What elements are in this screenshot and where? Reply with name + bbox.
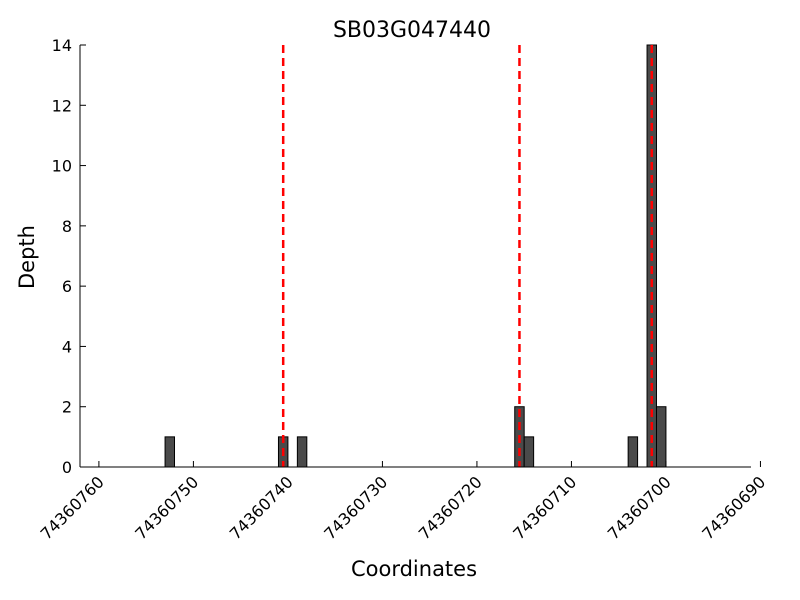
y-tick-label-4: 8 xyxy=(62,217,72,236)
x-tick-label-3: 74360730 xyxy=(320,472,391,543)
axes xyxy=(79,45,751,468)
y-tick-label-5: 10 xyxy=(52,157,72,176)
x-tick-label-6: 74360700 xyxy=(604,472,675,543)
bar-0 xyxy=(164,436,176,468)
y-tick-label-0: 0 xyxy=(62,458,72,477)
y-axis-label: Depth xyxy=(15,225,39,289)
chart-title: SB03G047440 xyxy=(333,18,491,43)
y-tick-label-7: 14 xyxy=(52,36,72,55)
bar-2 xyxy=(296,436,308,468)
y-tick-label-2: 4 xyxy=(62,337,72,356)
bar-7 xyxy=(655,406,667,468)
y-tick-label-3: 6 xyxy=(62,277,72,296)
x-tick-label-4: 74360720 xyxy=(415,472,486,543)
y-ticks: 0 2 4 6 8 10 12 14 xyxy=(52,36,86,477)
bar-4 xyxy=(523,436,535,468)
y-tick-label-6: 12 xyxy=(52,96,72,115)
bar-5 xyxy=(627,436,639,468)
x-tick-label-0: 74360760 xyxy=(37,472,108,543)
x-tick-label-7: 74360690 xyxy=(698,472,769,543)
bars xyxy=(164,44,667,468)
x-ticks: 74360760 74360750 74360740 74360730 74360720… xyxy=(37,461,769,543)
y-tick-label-1: 2 xyxy=(62,398,72,417)
x-tick-label-2: 74360740 xyxy=(226,472,297,543)
x-tick-label-5: 74360710 xyxy=(509,472,580,543)
x-tick-label-1: 74360750 xyxy=(131,472,202,543)
reference-lines xyxy=(281,45,654,467)
x-axis-label: Coordinates xyxy=(351,557,477,581)
